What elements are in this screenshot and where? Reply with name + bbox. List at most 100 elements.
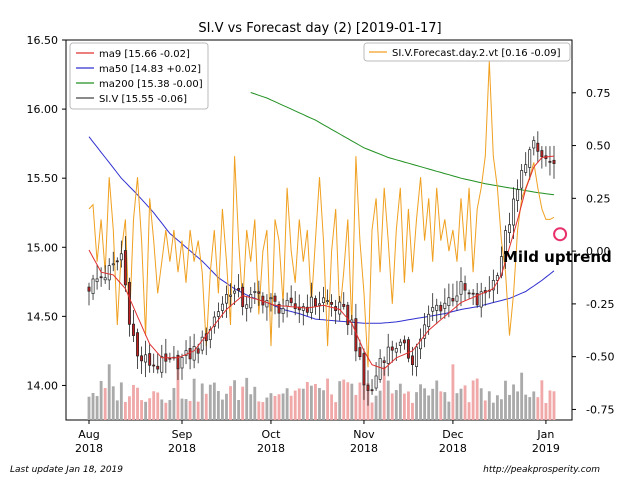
legend-label: SI.V.Forecast.day.2.vt [0.16 -0.09] (392, 48, 561, 59)
volume-bar (128, 396, 131, 420)
candle-body (265, 300, 269, 308)
volume-bar (95, 396, 99, 420)
ma50-series (88, 136, 555, 324)
candle-body (200, 336, 204, 351)
volume-bar (479, 388, 483, 420)
volume-bar (382, 366, 386, 420)
candle-body (467, 292, 471, 295)
right-tick-label: 0.25 (586, 192, 611, 205)
volume-bar (407, 391, 410, 420)
volume-bar (176, 367, 180, 420)
right-tick-label: -0.25 (586, 298, 614, 311)
right-tick-label: 0.00 (586, 245, 611, 258)
volume-bar (431, 388, 435, 420)
volume-bar (208, 384, 212, 420)
volume-bar (322, 390, 325, 420)
candle-body (196, 348, 200, 354)
volume-bar (346, 382, 350, 420)
candle-body (313, 298, 317, 307)
ma50-line (88, 136, 555, 324)
volume-bar (249, 394, 253, 420)
volume-bar (394, 390, 398, 420)
volume-bar (87, 396, 91, 420)
annotation-marker-icon (553, 227, 568, 242)
volume-bar (229, 386, 232, 420)
candle-body (188, 348, 192, 360)
candle-body (370, 389, 374, 392)
volume-bar (334, 402, 338, 420)
volume-bar (123, 401, 127, 420)
x-tick-year: 2018 (350, 442, 378, 455)
candle-body (220, 303, 224, 311)
candle-body (495, 275, 499, 281)
volume-bar (289, 395, 293, 420)
volume-bar (140, 400, 143, 420)
volume-bar (342, 379, 346, 420)
volume-bar (136, 387, 139, 420)
volume-bar (451, 364, 455, 420)
volume-bar (269, 393, 273, 420)
volume-bar (512, 384, 515, 420)
candle-body (253, 291, 257, 293)
volume-bar (552, 391, 556, 420)
candle-body (471, 292, 475, 295)
volume-bar (362, 384, 366, 420)
candle-body (346, 304, 350, 325)
left-tick-label: 15.50 (27, 172, 59, 185)
volume-bar (378, 390, 382, 420)
volume-bar (415, 392, 418, 420)
volume-bar (443, 392, 447, 420)
volume-bar (164, 402, 168, 420)
volume-bar (398, 383, 402, 420)
volume-bar (354, 394, 358, 420)
candle-body (479, 291, 483, 308)
candle-body (277, 303, 281, 314)
candle-body (374, 375, 378, 389)
candle-body (455, 295, 459, 302)
volume-bar (459, 388, 463, 420)
candle-body (192, 346, 196, 361)
candle-body (326, 300, 330, 302)
volume-bar (277, 394, 281, 420)
candle-body (318, 303, 321, 306)
volume-bar (402, 393, 406, 420)
candle-body (451, 298, 455, 302)
volume-bar (475, 378, 479, 420)
candlesticks (87, 131, 556, 406)
candle-body (491, 279, 495, 291)
volume-bar (111, 386, 115, 420)
volume-bar (152, 391, 156, 420)
volume-bar (253, 386, 257, 420)
candle-body (520, 170, 524, 189)
x-tick-month: Jan (536, 428, 554, 441)
candle-body (140, 355, 144, 362)
volume-bar (548, 390, 552, 420)
candle-body (427, 313, 431, 327)
volume-bar (350, 383, 354, 420)
candle-body (91, 278, 95, 294)
candle-body (289, 297, 293, 304)
candle-body (249, 294, 253, 309)
candle-body (305, 306, 309, 313)
candle-body (552, 159, 556, 164)
volume-bar (285, 388, 289, 420)
volume-bar (330, 394, 334, 420)
left-y-axis: 16.50 16.00 15.50 15.00 14.50 14.00 (27, 34, 66, 392)
candle-body (548, 160, 552, 163)
candle-body (148, 353, 152, 366)
volume-bar (115, 400, 119, 420)
left-tick-label: 16.00 (27, 103, 59, 116)
right-tick-label: 0.50 (586, 140, 611, 153)
candle-body (524, 164, 528, 173)
chart-title: SI.V vs Forecast day (2) [2019-01-17] (198, 21, 441, 36)
volume-bar (495, 395, 499, 420)
candle-body (87, 286, 91, 292)
candle-body (123, 250, 127, 286)
volume-bar (532, 391, 536, 420)
candle-body (504, 230, 507, 255)
footer-source: http://peakprosperity.com (483, 465, 600, 475)
x-tick-year: 2018 (257, 442, 285, 455)
volume-bar (144, 401, 148, 420)
volume-bar (233, 380, 236, 420)
